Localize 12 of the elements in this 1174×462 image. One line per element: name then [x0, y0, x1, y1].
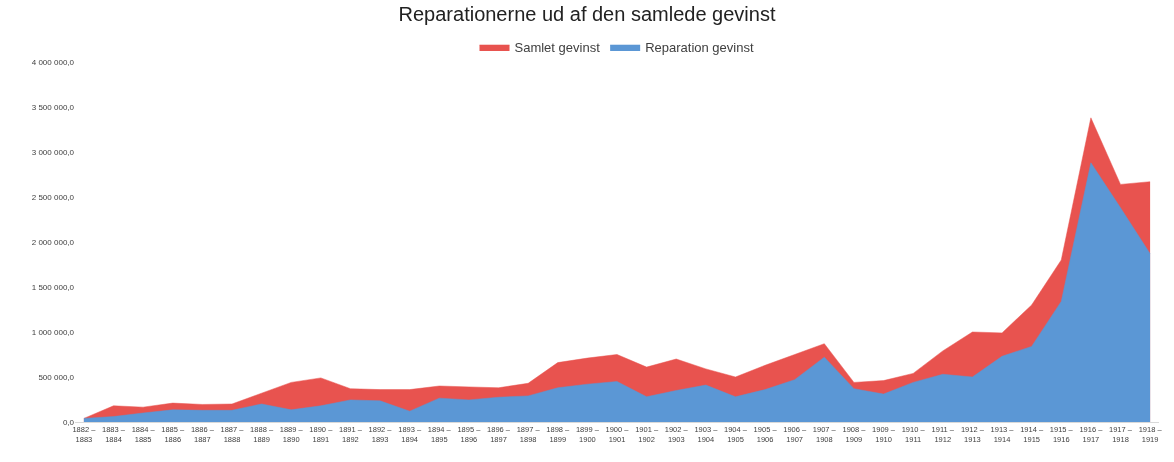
y-tick-label: 500 000,0 [38, 372, 75, 382]
y-tick-label: 3 500 000,0 [31, 102, 75, 112]
legend-label: Samlet gevinst [514, 40, 601, 56]
y-tick-label: 2 000 000,0 [31, 237, 75, 247]
chart-title: Reparationerne ud af den samlede gevinst [398, 2, 776, 25]
legend-label: Reparation gevinst [645, 40, 754, 56]
y-tick-label: 0,0 [62, 417, 75, 427]
y-tick-label: 2 500 000,0 [31, 192, 75, 202]
y-tick-label: 1 000 000,0 [31, 327, 75, 337]
y-tick-label: 4 000 000,0 [31, 57, 75, 67]
y-tick-label: 3 000 000,0 [31, 147, 75, 157]
y-tick-label: 1 500 000,0 [31, 282, 75, 292]
